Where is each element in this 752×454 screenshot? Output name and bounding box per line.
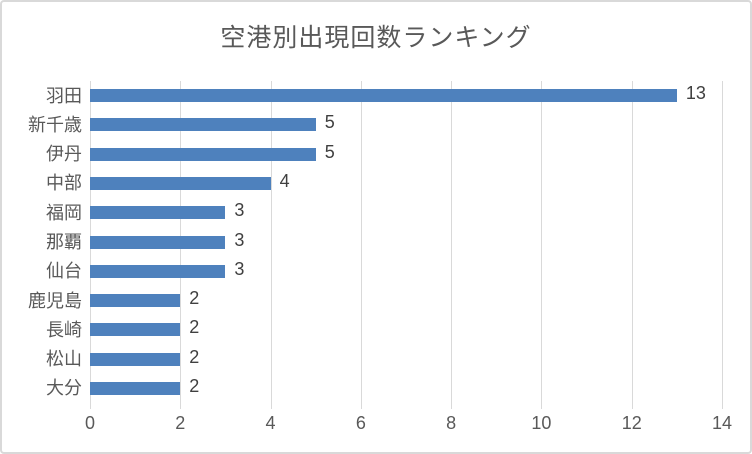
gridline-x-10 xyxy=(541,81,543,403)
data-label-長崎: 2 xyxy=(189,317,200,338)
y-axis-category-label-福岡: 福岡 xyxy=(46,202,82,223)
bar-伊丹 xyxy=(90,147,316,161)
y-axis-category-label-大分: 大分 xyxy=(46,378,82,399)
data-label-那覇: 3 xyxy=(234,229,245,250)
data-label-伊丹: 5 xyxy=(324,141,335,162)
x-tick-mark-6 xyxy=(360,403,362,409)
gridline-x-12 xyxy=(631,81,633,403)
x-axis-tick-label-2: 2 xyxy=(175,413,186,433)
gridline-x-14 xyxy=(722,81,723,403)
x-tick-mark-8 xyxy=(451,403,453,409)
x-tick-mark-4 xyxy=(270,403,272,409)
x-tick-mark-12 xyxy=(631,403,633,409)
data-label-仙台: 3 xyxy=(234,258,245,279)
plot-area: 13 5 5 4 3 3 3 2 2 2 2 xyxy=(90,81,723,403)
data-label-福岡: 3 xyxy=(234,200,245,221)
bar-新千歳 xyxy=(90,118,316,132)
x-axis-tick-label-0: 0 xyxy=(84,413,95,433)
y-axis-category-label-長崎: 長崎 xyxy=(46,319,82,340)
x-tick-mark-14 xyxy=(722,403,723,409)
x-axis-tick-label-6: 6 xyxy=(355,413,366,433)
y-axis-category-label-那覇: 那覇 xyxy=(46,232,82,252)
y-axis-category-label-新千歳: 新千歳 xyxy=(28,114,82,135)
gridline-x-4 xyxy=(270,81,272,403)
x-axis-tick-label-8: 8 xyxy=(446,413,457,433)
bar-松山 xyxy=(90,352,181,366)
data-label-松山: 2 xyxy=(189,346,200,367)
bar-福岡 xyxy=(90,206,226,220)
y-axis-category-label-鹿児島: 鹿児島 xyxy=(28,290,82,311)
x-tick-mark-2 xyxy=(180,403,182,409)
data-label-鹿児島: 2 xyxy=(189,288,200,309)
data-label-中部: 4 xyxy=(279,170,290,191)
bar-羽田 xyxy=(90,89,677,103)
y-axis-category-label-松山: 松山 xyxy=(46,349,82,370)
bar-仙台 xyxy=(90,264,226,278)
x-axis-tick-label-10: 10 xyxy=(531,413,552,433)
x-axis-tick-label-14: 14 xyxy=(711,413,733,433)
y-axis-category-label-中部: 中部 xyxy=(46,173,82,194)
bar-那覇 xyxy=(90,235,226,249)
gridline-x-8 xyxy=(451,81,453,403)
x-tick-mark-0 xyxy=(90,403,91,409)
x-tick-mark-10 xyxy=(541,403,543,409)
data-label-羽田: 13 xyxy=(685,83,706,104)
y-axis-category-label-羽田: 羽田 xyxy=(46,85,82,106)
data-label-新千歳: 5 xyxy=(324,112,335,133)
bar-中部 xyxy=(90,176,271,190)
bar-大分 xyxy=(90,381,181,395)
gridline-x-6 xyxy=(360,81,362,403)
y-axis-category-label-仙台: 仙台 xyxy=(46,261,82,282)
bar-長崎 xyxy=(90,323,181,337)
bar-鹿児島 xyxy=(90,294,181,308)
y-axis-category-label-伊丹: 伊丹 xyxy=(46,144,82,165)
chart-title: 空港別出現回数ランキング xyxy=(220,24,532,52)
data-label-大分: 2 xyxy=(189,375,200,396)
x-axis-tick-label-12: 12 xyxy=(621,413,642,433)
x-axis-tick-label-4: 4 xyxy=(265,413,276,433)
